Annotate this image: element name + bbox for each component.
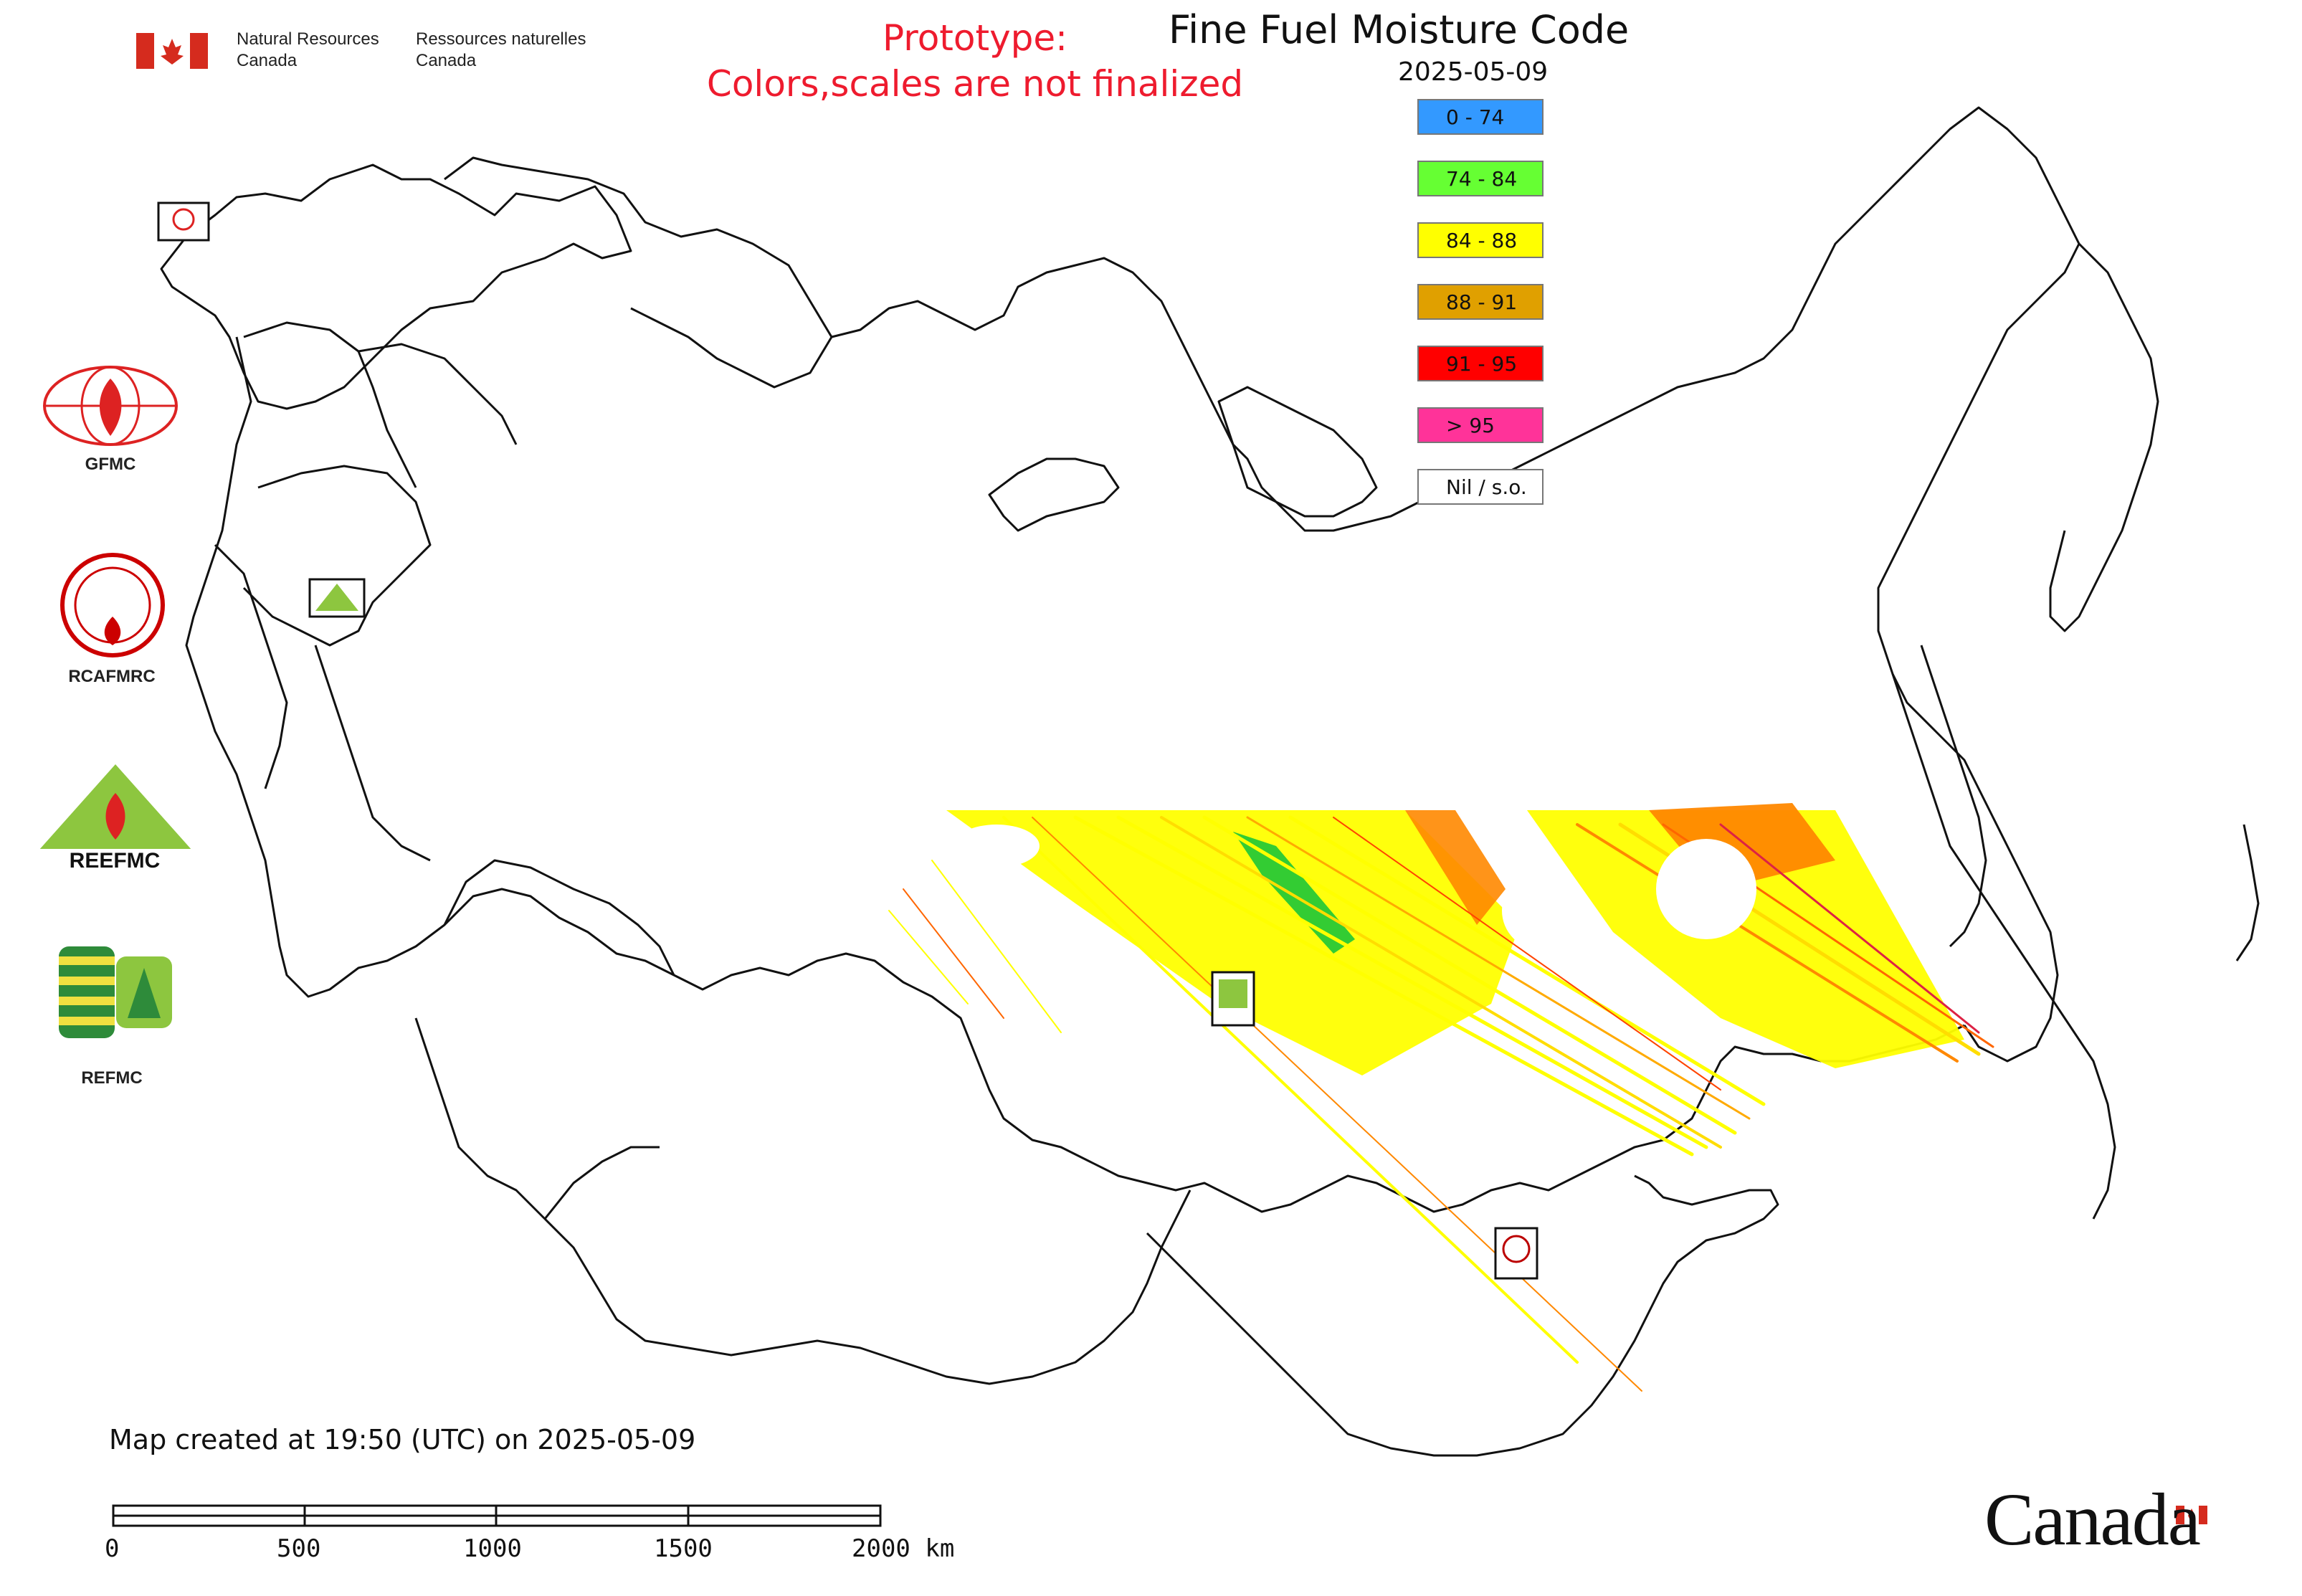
scale-label: 500 — [277, 1534, 321, 1563]
canada-flag-icon — [136, 33, 208, 69]
legend-label: 74 - 84 — [1446, 166, 1518, 191]
org-label-reefmc: REEFMC — [69, 849, 161, 873]
prototype-disclaimer: Colors,scales are not finalized — [706, 63, 1244, 105]
legend-item: 88 - 91 — [1417, 284, 1544, 320]
canada-wordmark-flag — [2176, 1506, 2207, 1524]
canada-wordmark: Canada — [1984, 1478, 2201, 1561]
scale-label: 1000 — [463, 1534, 522, 1563]
org-name-french-line1: Ressources naturelles — [416, 29, 586, 49]
legend-label: > 95 — [1446, 413, 1495, 437]
org-name-french: Ressources naturelles Canada — [416, 29, 586, 72]
scale-label: 1500 — [654, 1534, 713, 1563]
ffmc-streaks — [888, 803, 1994, 1392]
scale-bar — [112, 1504, 882, 1527]
org-label-rcafmrc: RCAFMRC — [68, 667, 156, 686]
legend-label: 88 - 91 — [1446, 290, 1518, 314]
legend-label: 84 - 88 — [1446, 228, 1518, 252]
scale-label: 2000 km — [852, 1534, 955, 1563]
legend-item: 84 - 88 — [1417, 222, 1544, 258]
legend-item: 91 - 95 — [1417, 346, 1544, 381]
org-label-gfmc: GFMC — [85, 455, 136, 474]
legend-item: > 95 — [1417, 407, 1544, 443]
map-location-markers — [157, 201, 1538, 1280]
map-title: Fine Fuel Moisture Code — [1169, 7, 1630, 52]
scale-label: 0 — [105, 1534, 120, 1563]
refmc-logo-icon — [59, 946, 172, 1038]
map-date: 2025-05-09 — [1398, 57, 1549, 87]
gfmc-logo-icon — [43, 366, 178, 446]
org-name-english: Natural Resources Canada — [237, 29, 379, 72]
legend-label: 91 - 95 — [1446, 351, 1518, 376]
org-name-french-line2: Canada — [416, 51, 477, 70]
legend-label: 0 - 74 — [1446, 105, 1505, 129]
legend-item: Nil / s.o. — [1417, 469, 1544, 505]
map-created-note: Map created at 19:50 (UTC) on 2025-05-09 — [109, 1424, 696, 1455]
legend-item: 74 - 84 — [1417, 161, 1544, 196]
org-name-english-line2: Canada — [237, 51, 298, 70]
country-outlines — [160, 106, 2260, 1457]
prototype-heading: Prototype: — [882, 17, 1068, 59]
legend-label: Nil / s.o. — [1446, 475, 1527, 499]
rcafmrc-logo-icon — [60, 553, 165, 657]
reefmc-logo-icon — [39, 764, 192, 863]
org-label-refmc: REFMC — [81, 1068, 143, 1088]
legend-item: 0 - 74 — [1417, 99, 1544, 135]
org-name-english-line1: Natural Resources — [237, 29, 379, 49]
